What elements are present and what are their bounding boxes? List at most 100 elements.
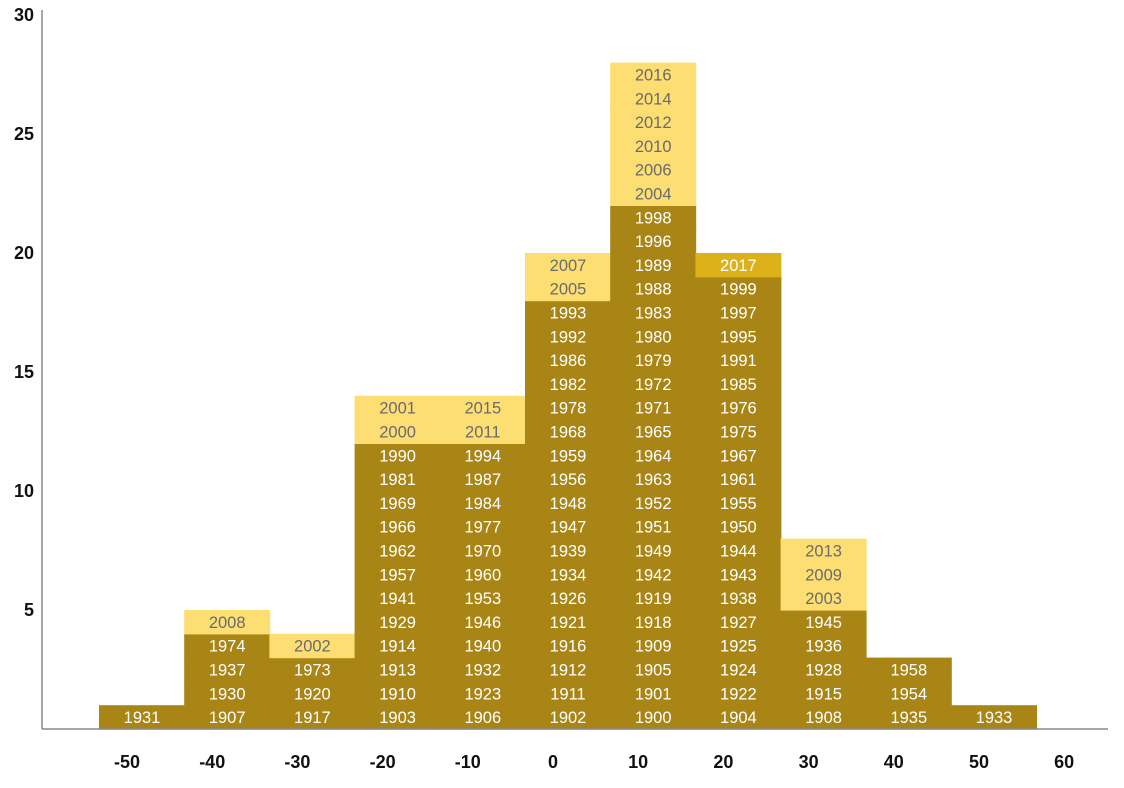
year-label: 1925 (720, 638, 757, 656)
bar-cell-dark (525, 538, 611, 563)
axes-layer (41, 10, 1108, 730)
year-label: 1920 (294, 685, 331, 703)
bar-cell-dark (525, 419, 611, 444)
year-label: 1900 (635, 709, 672, 727)
year-label: 1903 (379, 709, 416, 727)
bar-cell-dark (610, 610, 697, 635)
y-tick-label: 5 (24, 600, 34, 620)
x-tick-label: -30 (284, 752, 310, 772)
bar-cell-dark (610, 276, 697, 302)
bar-cell-dark (610, 681, 697, 706)
bar-cell-dark (525, 348, 611, 373)
year-label: 1924 (720, 662, 757, 680)
year-label: 1959 (550, 447, 587, 465)
bar-cell-dark (610, 467, 697, 492)
year-label: 1919 (635, 590, 672, 608)
bar-cell-dark (525, 705, 611, 730)
bar-cell-dark (695, 633, 782, 659)
year-label: 1976 (720, 400, 757, 418)
bar-cell-dark (610, 324, 697, 349)
bar-cell-dark (439, 538, 526, 563)
bar-cell-dark (354, 586, 441, 611)
bar-cell-dark (865, 657, 952, 682)
year-label: 1926 (550, 590, 587, 608)
bar-cell-dark (354, 514, 441, 540)
bar-cell-dark (525, 514, 611, 540)
bar-cell-dark (865, 705, 952, 730)
bar-cell-dark (610, 205, 697, 230)
year-label: 1985 (720, 376, 757, 394)
year-label: 1948 (550, 495, 587, 513)
x-tick-label: 10 (628, 752, 648, 772)
bar-cell-dark (525, 491, 611, 516)
year-label: 1908 (805, 709, 842, 727)
year-label: 1958 (890, 662, 927, 680)
bar-cell-dark (439, 633, 526, 659)
bar-cell-dark (439, 586, 526, 611)
y-tick-label: 20 (14, 243, 34, 263)
year-label: 1973 (294, 662, 331, 680)
bar-cell-dark (695, 586, 782, 611)
bar-cell-dark (525, 395, 611, 421)
bar-cell-dark (99, 705, 185, 730)
bar-cell-dark (525, 372, 611, 397)
bar-cell-dark (269, 705, 356, 730)
bar-cell-dark (610, 348, 697, 373)
year-label: 1929 (379, 614, 416, 632)
bar-cell-light (610, 157, 697, 183)
bar-cell-dark (525, 467, 611, 492)
bar-cell-dark (695, 657, 782, 682)
year-label: 1909 (635, 638, 672, 656)
bar-cell-dark (610, 253, 697, 278)
bar-cell-dark (525, 657, 611, 682)
year-label: 2017 (720, 257, 757, 275)
year-label: 1928 (805, 662, 842, 680)
x-tick-label: -40 (199, 752, 225, 772)
year-label: 1906 (464, 709, 501, 727)
year-label: 1972 (635, 376, 672, 394)
year-label: 1946 (464, 614, 501, 632)
year-label: 1962 (379, 543, 416, 561)
bar-cell-dark (695, 514, 782, 540)
year-label: 1931 (124, 709, 161, 727)
year-label: 1964 (635, 447, 672, 465)
year-label: 1979 (635, 352, 672, 370)
year-label: 1992 (550, 328, 587, 346)
bar-cell-light (354, 395, 441, 421)
year-label: 2004 (635, 186, 672, 204)
bar-cell-dark (184, 633, 271, 659)
year-label: 1940 (464, 638, 501, 656)
year-label: 1950 (720, 519, 757, 537)
bar-cell-dark (610, 586, 697, 611)
year-label: 2006 (635, 162, 672, 180)
bar-cell-dark (865, 681, 952, 706)
bar-cell-dark (525, 610, 611, 635)
bar-cell-dark (695, 610, 782, 635)
year-label: 1980 (635, 328, 672, 346)
bar-cell-dark (525, 443, 611, 468)
bar-cell-dark (610, 443, 697, 468)
year-label: 1955 (720, 495, 757, 513)
bar-cell-light (525, 253, 611, 278)
bars-layer: 1931 1907 1930 1937 1974 2008 1917 1920 1973 2002… (99, 62, 1037, 730)
bar-cell-dark (780, 633, 867, 659)
year-label: 1975 (720, 424, 757, 442)
bar-cell-dark (354, 491, 441, 516)
year-label: 1970 (464, 543, 501, 561)
bar-cell-dark (439, 443, 526, 468)
bar-cell-dark (354, 657, 441, 682)
bar-cell-dark (610, 657, 697, 682)
year-label: 1954 (890, 685, 927, 703)
year-label: 1913 (379, 662, 416, 680)
year-label: 1986 (550, 352, 587, 370)
year-label: 2003 (805, 590, 842, 608)
year-label: 1952 (635, 495, 672, 513)
bar-cell-light (439, 395, 526, 421)
bar-cell-dark (695, 348, 782, 373)
bar-cell-dark (525, 300, 611, 325)
year-label: 1998 (635, 209, 672, 227)
bar-cell-dark (695, 562, 782, 587)
bar-cell-light (439, 419, 526, 444)
year-label: 1933 (976, 709, 1013, 727)
bar-cell-dark (695, 395, 782, 421)
